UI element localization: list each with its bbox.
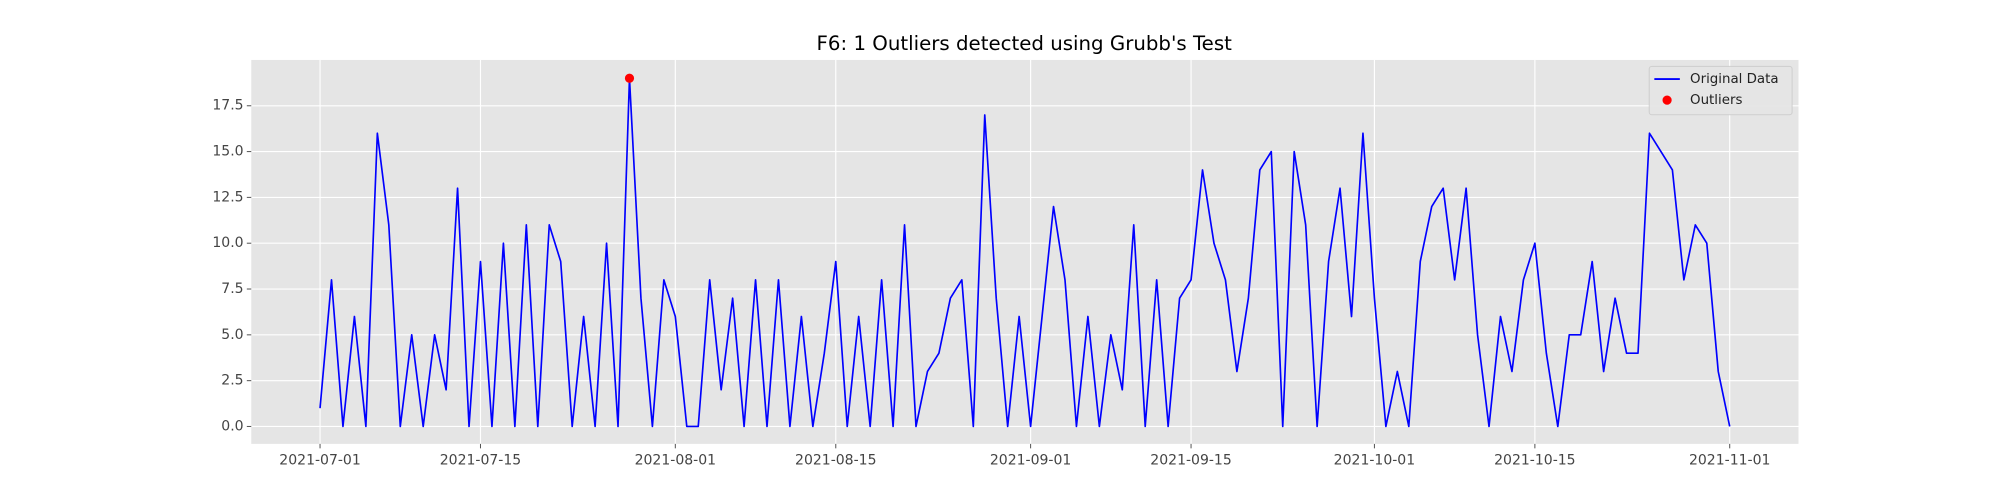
- x-tick-label: 2021-11-01: [1689, 452, 1770, 468]
- grid: 0.0 2.5 5.0 7.5 10.0 12.5 15.0 17.5 2021-07-01 20…: [212, 59, 1799, 468]
- x-tick-label: 2021-08-15: [795, 452, 876, 468]
- legend: Original Data Outliers: [1648, 65, 1793, 116]
- y-tick-label: 15.0: [212, 144, 243, 160]
- x-tick-label: 2021-09-15: [1150, 452, 1231, 468]
- legend-box: [1648, 65, 1793, 116]
- legend-label: Outliers: [1690, 93, 1742, 108]
- x-tick-label: 2021-08-01: [635, 452, 716, 468]
- legend-label: Original Data: [1690, 72, 1779, 87]
- y-tick-label: 17.5: [212, 98, 243, 114]
- y-tick-label: 2.5: [221, 373, 243, 389]
- x-tick-label: 2021-07-15: [440, 452, 521, 468]
- x-tick-label: 2021-10-15: [1494, 452, 1575, 468]
- outlier-point: [624, 73, 635, 83]
- legend-marker: [1662, 95, 1672, 105]
- y-tick-label: 5.0: [221, 327, 243, 343]
- y-tick-label: 7.5: [221, 281, 243, 297]
- marks: [319, 73, 1731, 428]
- y-tick-label: 10.0: [212, 235, 243, 251]
- y-tick-label: 0.0: [221, 418, 243, 434]
- x-tick-label: 2021-09-01: [990, 452, 1071, 468]
- plot-area: [251, 59, 1799, 444]
- x-tick-label: 2021-07-01: [279, 452, 360, 468]
- x-tick-label: 2021-10-01: [1334, 452, 1415, 468]
- y-tick-label: 12.5: [212, 189, 243, 205]
- data-line: [319, 77, 1731, 428]
- chart-title: F6: 1 Outliers detected using Grubb's Te…: [817, 32, 1233, 55]
